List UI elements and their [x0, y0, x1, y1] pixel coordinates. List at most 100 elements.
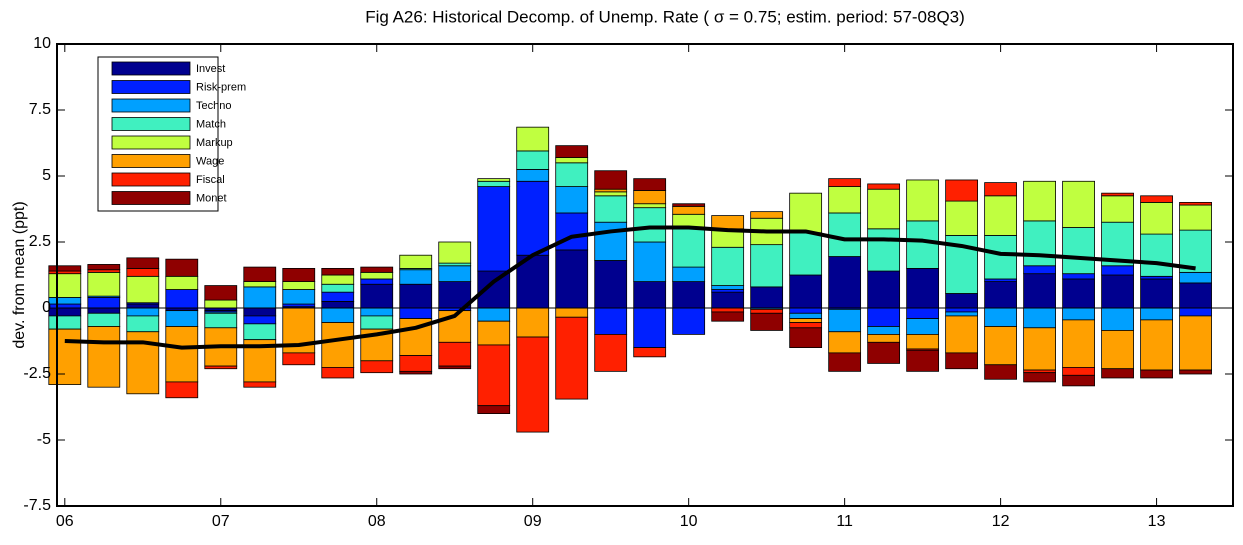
- bar-segment: [438, 281, 472, 309]
- bar-segment: [828, 186, 862, 214]
- y-tick-label: 0: [42, 299, 51, 316]
- bar-segment: [633, 207, 667, 243]
- bar-segment: [945, 315, 979, 354]
- bar-segment: [828, 212, 862, 257]
- bar-segment: [360, 283, 394, 309]
- bar-segment: [126, 303, 160, 309]
- bar-segment: [906, 318, 940, 335]
- legend-swatch: [111, 191, 191, 205]
- x-tick-label: 06: [56, 513, 74, 530]
- legend-swatch: [111, 117, 191, 131]
- bar-segment: [126, 307, 160, 317]
- bar-segment: [126, 267, 160, 277]
- bar-segment: [477, 180, 511, 187]
- x-tick-label: 07: [212, 513, 230, 530]
- bar-segment: [1179, 315, 1212, 371]
- bar-segment: [321, 366, 355, 379]
- bar-segment: [87, 264, 121, 271]
- bar-segment: [477, 405, 511, 414]
- bar-segment: [48, 303, 82, 309]
- bar-segment: [750, 308, 784, 314]
- x-tick-label: 11: [836, 513, 853, 530]
- y-tick-label: -5: [37, 431, 51, 448]
- bar-segment: [438, 241, 472, 264]
- bar-segment: [321, 291, 355, 302]
- y-tick-label: 2.5: [29, 233, 51, 250]
- bar-segment: [204, 299, 238, 309]
- bar-segment: [1179, 204, 1212, 231]
- bar-segment: [165, 326, 199, 383]
- bar-segment: [633, 281, 667, 309]
- legend-label: Wage: [196, 155, 224, 167]
- bar-segment: [672, 281, 706, 309]
- bar-segment: [516, 180, 550, 256]
- y-tick-label: 5: [42, 167, 51, 184]
- bar-segment: [1023, 265, 1056, 275]
- bar-segment: [1140, 233, 1173, 277]
- bar-segment: [594, 333, 628, 372]
- bar-segment: [867, 270, 901, 309]
- bar-segment: [984, 326, 1017, 366]
- bar-segment: [594, 221, 628, 261]
- bar-segment: [906, 333, 940, 350]
- y-tick-label: -7.5: [23, 497, 51, 514]
- bar-segment: [711, 285, 745, 290]
- bar-segment: [1023, 273, 1056, 309]
- bar-segment: [711, 311, 745, 322]
- bar-segment: [555, 145, 589, 158]
- bar-segment: [1140, 307, 1173, 321]
- bar-segment: [1062, 273, 1095, 280]
- legend-label: Invest: [196, 63, 225, 75]
- bar-segment: [1062, 227, 1095, 275]
- legend-swatch: [111, 135, 191, 150]
- bar-segment: [399, 269, 433, 285]
- bar-segment: [48, 315, 82, 330]
- bar-segment: [1101, 265, 1134, 276]
- bar-segment: [399, 283, 433, 309]
- bar-segment: [750, 312, 784, 331]
- bar-segment: [1140, 278, 1173, 309]
- bar-segment: [945, 200, 979, 236]
- x-tick-label: 10: [680, 513, 698, 530]
- bar-segment: [243, 281, 277, 288]
- bar-segment: [555, 316, 589, 400]
- bar-segment: [750, 211, 784, 219]
- bar-segment: [555, 212, 589, 251]
- y-tick-label: 10: [33, 35, 51, 52]
- bar-segment: [282, 267, 316, 282]
- bar-segment: [1179, 369, 1212, 375]
- bar-segment: [984, 281, 1017, 309]
- bar-segment: [1179, 271, 1212, 284]
- legend-label: Monet: [196, 192, 227, 204]
- bar-segment: [399, 355, 433, 372]
- bar-segment: [672, 307, 706, 335]
- bar-segment: [87, 271, 121, 297]
- plot-frame: [56, 43, 1234, 507]
- bar-segment: [321, 322, 355, 368]
- bar-segment: [516, 336, 550, 433]
- legend-box: [97, 56, 219, 212]
- bar-segment: [633, 190, 667, 205]
- bar-segment: [906, 267, 940, 309]
- line-series: [64, 225, 1196, 350]
- bar-segment: [1023, 180, 1056, 222]
- bar-segment: [1179, 201, 1212, 206]
- bar-segment: [243, 307, 277, 317]
- bar-segment: [126, 257, 160, 269]
- bar-segment: [1140, 195, 1173, 203]
- bar-segment: [243, 323, 277, 341]
- bar-segment: [867, 183, 901, 190]
- bar-segment: [594, 191, 628, 197]
- bar-segment: [360, 360, 394, 374]
- bar-segment: [633, 307, 667, 348]
- bar-segment: [945, 293, 979, 309]
- bar-segment: [1062, 278, 1095, 309]
- bar-segment: [555, 307, 589, 318]
- bar-segment: [165, 258, 199, 277]
- bar-segment: [1062, 374, 1095, 387]
- legend-swatch: [111, 172, 191, 187]
- bar-segment: [126, 275, 160, 304]
- bar-segment: [1101, 368, 1134, 379]
- bar-segment: [789, 312, 823, 319]
